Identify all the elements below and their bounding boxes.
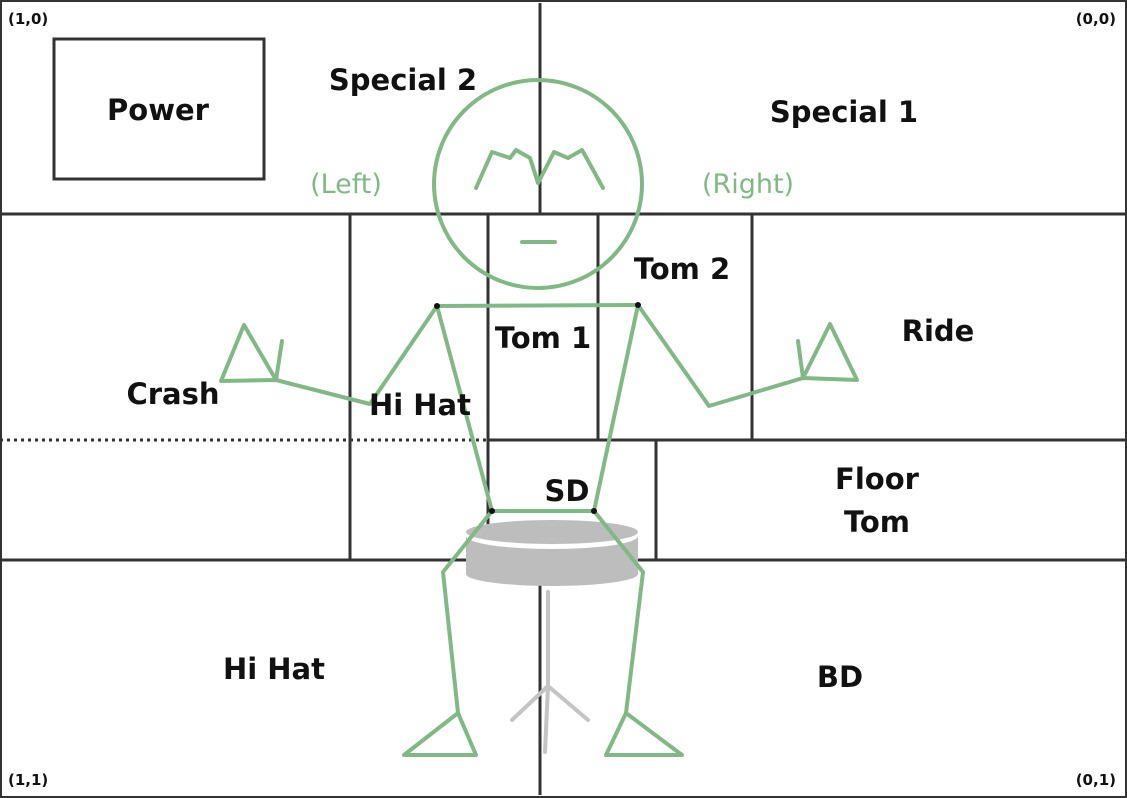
figure-head [432,78,644,290]
snare-drum [466,520,638,754]
left-hip-joint [489,508,495,514]
left-hand-stick [219,323,284,383]
right-hand-stick [796,322,859,382]
stick-figure [219,78,859,757]
zone-label-special-2: Special 2 [329,63,477,97]
left-arm [274,304,439,406]
zone-label-hi-hat-lower: Hi Hat [223,652,325,686]
zone-label-special-1: Special 1 [770,95,918,129]
right-hip-joint [591,508,597,514]
left-side-label: (Left) [310,169,382,200]
drum-head [466,520,638,544]
drum-stand [510,590,590,754]
left-eyebrow [474,148,540,190]
right-eyebrow [536,148,605,190]
corner-label-top-right: (0,0) [1076,10,1116,28]
power-box[interactable] [52,37,266,181]
zone-label-floor-tom-line-2: Tom [844,505,910,539]
zone-label-ride: Ride [902,314,975,348]
corner-label-bottom-left: (1,1) [8,771,48,789]
corner-label-top-left: (1,0) [8,10,48,28]
right-shoulder-joint [635,302,641,308]
zone-label-bd: BD [817,660,863,694]
right-arm [636,303,805,408]
zone-label-hi-hat-upper: Hi Hat [369,388,471,422]
left-shoulder-joint [434,303,440,309]
corner-label-bottom-right: (0,1) [1076,771,1116,789]
zone-label-crash: Crash [126,377,219,411]
zone-label-power: Power [107,93,210,127]
zone-label-sd: SD [545,474,590,508]
zone-label-tom-1: Tom 1 [495,321,591,355]
zone-label-floor-tom-line-1: Floor [835,462,920,496]
right-side-label: (Right) [702,169,794,200]
right-leg [592,509,684,757]
figure-joints [434,302,641,514]
zone-label-tom-2: Tom 2 [634,252,730,286]
left-leg [402,509,494,757]
drum-body [466,536,638,586]
